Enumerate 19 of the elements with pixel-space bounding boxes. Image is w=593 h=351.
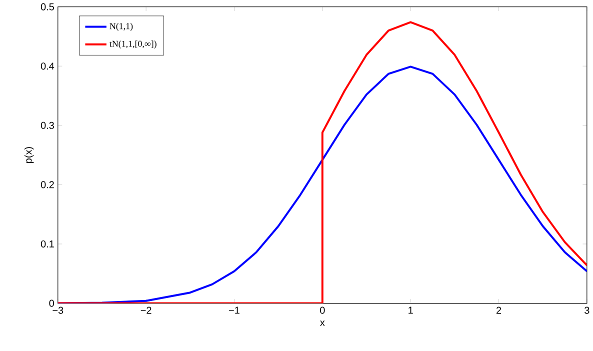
y-axis-title: p(x) [24,147,34,163]
x-tick-label: 3 [584,306,590,314]
x-tick-label: −3 [52,306,64,314]
x-tick-label: 1 [408,306,413,314]
line-series [58,21,587,304]
y-tick-label: 0 [49,300,54,307]
line-series [58,66,587,304]
legend-label: N(1,1) [110,22,133,31]
x-tick-label: 2 [496,306,502,314]
y-tick-label: 0.1 [40,240,54,248]
x-tick-label: −1 [229,306,240,314]
y-tick-label: 0.5 [40,3,54,10]
y-tick-label: 0.3 [40,122,54,129]
y-tick-label: 0.2 [40,181,54,188]
x-axis-title: x [320,320,325,326]
legend-label: tN(1,1,[0,∞]) [110,40,156,49]
x-tick-label: −2 [140,306,152,314]
x-tick-label: 0 [320,306,325,314]
y-tick-label: 0.4 [40,62,54,70]
